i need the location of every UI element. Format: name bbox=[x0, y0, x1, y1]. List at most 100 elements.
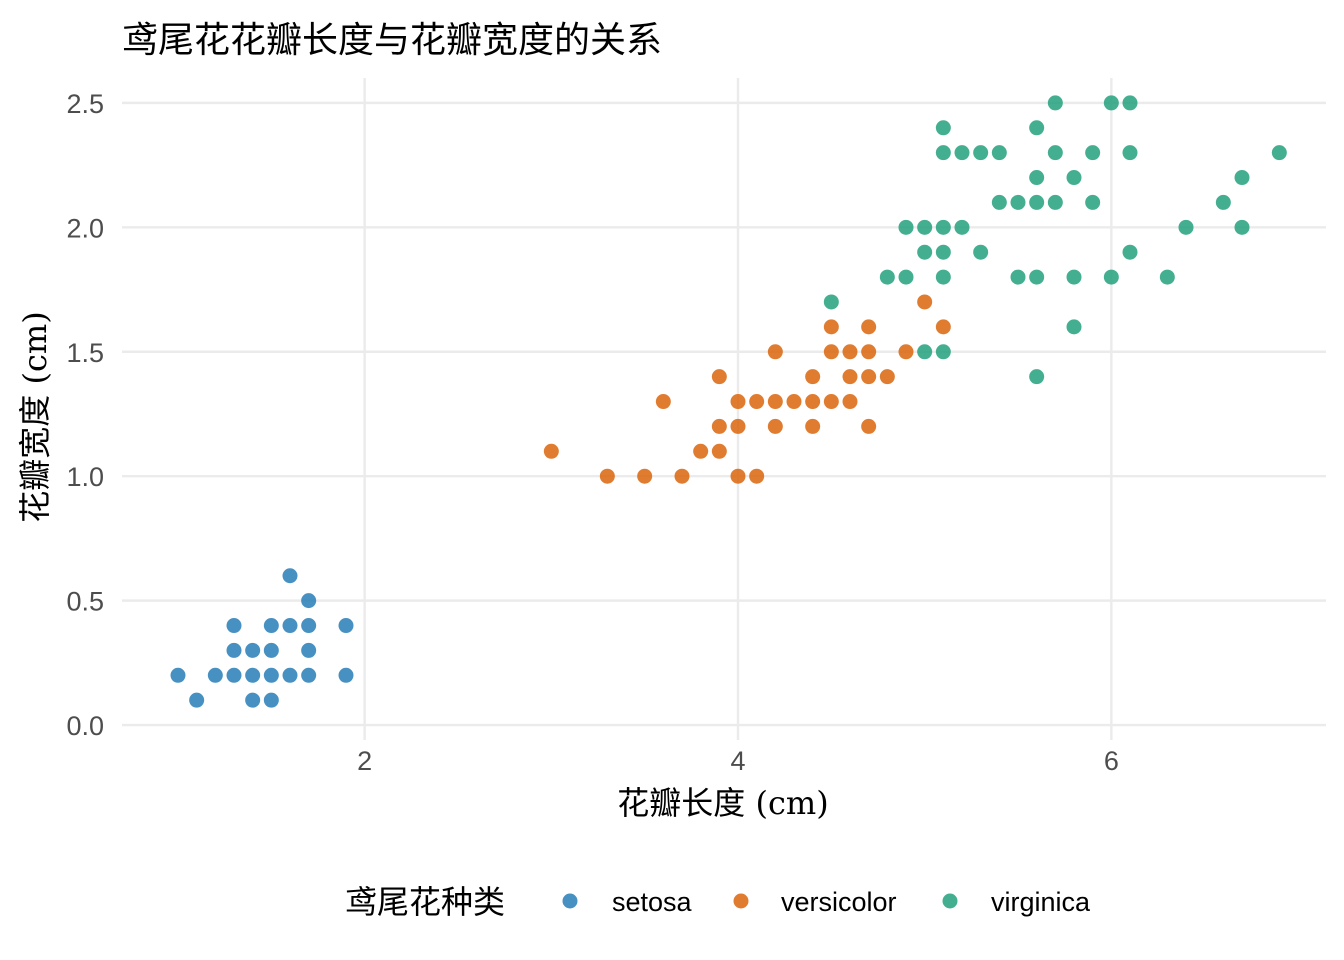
data-point bbox=[301, 667, 317, 683]
data-point bbox=[898, 344, 914, 360]
data-point bbox=[917, 344, 933, 360]
data-point bbox=[991, 145, 1007, 161]
data-point bbox=[730, 394, 746, 410]
data-point bbox=[823, 294, 839, 310]
data-point bbox=[879, 269, 895, 285]
x-tick-label: 6 bbox=[1104, 746, 1119, 776]
data-point bbox=[226, 667, 242, 683]
data-point bbox=[917, 244, 933, 260]
data-point bbox=[898, 269, 914, 285]
legend-label-virginica: virginica bbox=[991, 887, 1091, 917]
data-point bbox=[823, 319, 839, 335]
data-point bbox=[935, 244, 951, 260]
data-point bbox=[842, 369, 858, 385]
data-point bbox=[1029, 170, 1045, 186]
data-point bbox=[189, 692, 205, 708]
data-point bbox=[767, 418, 783, 434]
legend-key-versicolor bbox=[733, 893, 749, 909]
data-point bbox=[637, 468, 653, 484]
data-point bbox=[1029, 194, 1045, 210]
data-point bbox=[991, 194, 1007, 210]
data-point bbox=[842, 394, 858, 410]
data-point bbox=[861, 344, 877, 360]
data-point bbox=[245, 692, 261, 708]
data-point bbox=[935, 319, 951, 335]
legend-title: 鸢尾花种类 bbox=[345, 883, 505, 921]
data-point bbox=[674, 468, 690, 484]
data-point bbox=[730, 418, 746, 434]
data-point bbox=[263, 642, 279, 658]
series-versicolor bbox=[543, 294, 951, 484]
data-point bbox=[917, 294, 933, 310]
data-point bbox=[1103, 95, 1119, 111]
data-point bbox=[805, 369, 821, 385]
data-point bbox=[226, 642, 242, 658]
data-point bbox=[301, 618, 317, 634]
data-point bbox=[263, 667, 279, 683]
data-point bbox=[1103, 269, 1119, 285]
data-point bbox=[1122, 244, 1138, 260]
data-point bbox=[1047, 194, 1063, 210]
y-axis-ticks: 0.0 0.5 1.0 1.5 2.0 2.5 bbox=[66, 89, 104, 741]
data-point bbox=[861, 369, 877, 385]
data-point bbox=[730, 468, 746, 484]
data-point bbox=[805, 418, 821, 434]
data-point bbox=[823, 344, 839, 360]
data-point bbox=[263, 692, 279, 708]
x-tick-label: 2 bbox=[357, 746, 372, 776]
data-point bbox=[245, 667, 261, 683]
data-point bbox=[711, 418, 727, 434]
data-point bbox=[917, 219, 933, 235]
series-virginica bbox=[823, 95, 1287, 385]
data-point bbox=[1178, 219, 1194, 235]
data-point bbox=[1047, 145, 1063, 161]
data-point bbox=[170, 667, 186, 683]
data-point bbox=[263, 618, 279, 634]
x-tick-label: 4 bbox=[730, 746, 745, 776]
data-point bbox=[823, 394, 839, 410]
data-point bbox=[282, 568, 298, 584]
plot-points bbox=[170, 95, 1287, 708]
y-tick-label: 1.0 bbox=[66, 462, 104, 492]
data-point bbox=[1029, 369, 1045, 385]
data-point bbox=[301, 593, 317, 609]
data-point bbox=[1271, 145, 1287, 161]
data-point bbox=[879, 369, 895, 385]
data-point bbox=[861, 418, 877, 434]
data-point bbox=[935, 344, 951, 360]
data-point bbox=[1234, 170, 1250, 186]
data-point bbox=[749, 394, 765, 410]
data-point bbox=[1066, 319, 1082, 335]
y-axis-label: 花瓣宽度 (cm) bbox=[16, 311, 54, 522]
data-point bbox=[1122, 145, 1138, 161]
data-point bbox=[338, 667, 354, 683]
data-point bbox=[1215, 194, 1231, 210]
data-point bbox=[1159, 269, 1175, 285]
data-point bbox=[1047, 95, 1063, 111]
data-point bbox=[245, 642, 261, 658]
data-point bbox=[301, 642, 317, 658]
data-point bbox=[935, 120, 951, 136]
data-point bbox=[973, 244, 989, 260]
data-point bbox=[543, 443, 559, 459]
data-point bbox=[749, 468, 765, 484]
data-point bbox=[226, 618, 242, 634]
data-point bbox=[1085, 194, 1101, 210]
data-point bbox=[711, 443, 727, 459]
data-point bbox=[1085, 145, 1101, 161]
data-point bbox=[805, 394, 821, 410]
y-tick-label: 0.0 bbox=[66, 711, 104, 741]
data-point bbox=[1066, 269, 1082, 285]
data-point bbox=[767, 394, 783, 410]
data-point bbox=[898, 219, 914, 235]
data-point bbox=[599, 468, 615, 484]
data-point bbox=[1010, 269, 1026, 285]
data-point bbox=[954, 219, 970, 235]
legend-label-versicolor: versicolor bbox=[781, 887, 897, 917]
data-point bbox=[767, 344, 783, 360]
data-point bbox=[282, 618, 298, 634]
data-point bbox=[693, 443, 709, 459]
x-axis-ticks: 2 4 6 bbox=[357, 746, 1119, 776]
legend-key-setosa bbox=[562, 893, 578, 909]
